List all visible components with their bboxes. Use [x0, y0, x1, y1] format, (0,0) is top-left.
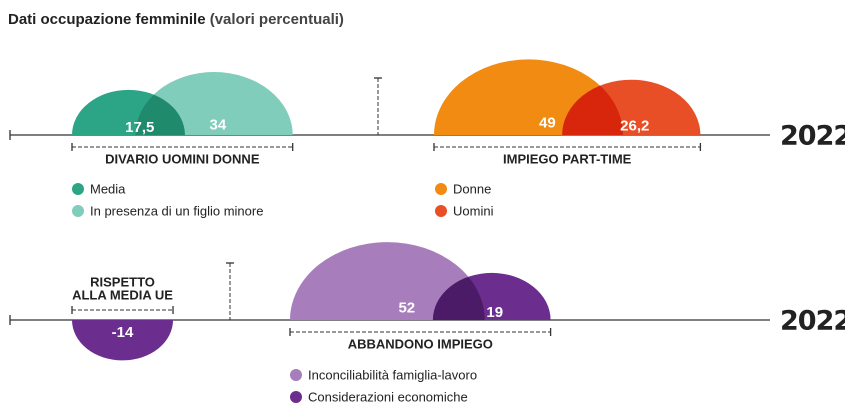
- legend-label: Uomini: [453, 203, 494, 218]
- legend-label: In presenza di un figlio minore: [90, 203, 263, 218]
- legend-swatch: [72, 205, 84, 217]
- value-label: 34: [210, 117, 227, 134]
- legend-swatch: [290, 391, 302, 403]
- value-label: 49: [539, 115, 556, 132]
- legend-swatch: [435, 183, 447, 195]
- title-text: Dati occupazione femminile: [8, 11, 206, 28]
- value-label: 17,5: [125, 119, 154, 136]
- legend-label: Inconciliabilità famiglia-lavoro: [308, 367, 477, 382]
- chart-label: IMPIEGO PART-TIME: [503, 151, 632, 166]
- value-label: -14: [112, 324, 134, 341]
- year-label: 2022: [780, 121, 845, 152]
- value-label: 26,2: [620, 118, 649, 135]
- semicircle: [290, 242, 485, 320]
- legend-label: Media: [90, 181, 126, 196]
- overlap: [135, 89, 185, 135]
- overlap: [562, 79, 623, 135]
- value-label: 52: [398, 299, 415, 316]
- overlap: [432, 273, 485, 320]
- chart-label: ABBANDONO IMPIEGO: [348, 336, 493, 351]
- chart-label: RISPETTO: [90, 274, 155, 289]
- legend-swatch: [72, 183, 84, 195]
- title: Dati occupazione femminile (valori perce…: [8, 11, 344, 28]
- year-label: 2022: [780, 306, 845, 337]
- value-label: 19: [486, 304, 503, 321]
- legend-label: Considerazioni economiche: [308, 389, 468, 403]
- chart-label: ALLA MEDIA UE: [72, 287, 173, 302]
- legend-swatch: [290, 369, 302, 381]
- subtitle: (valori percentuali): [210, 11, 344, 28]
- semicircle: [72, 320, 174, 361]
- legend-swatch: [435, 205, 447, 217]
- legend-label: Donne: [453, 181, 491, 196]
- chart-label: DIVARIO UOMINI DONNE: [105, 151, 260, 166]
